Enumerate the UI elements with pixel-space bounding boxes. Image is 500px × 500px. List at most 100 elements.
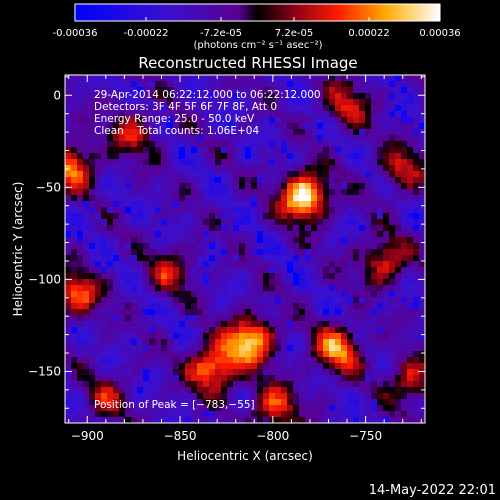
heatmap-cell [365, 159, 372, 166]
heatmap-cell [293, 255, 300, 262]
heatmap-cell [161, 255, 168, 262]
heatmap-cell [407, 285, 414, 292]
heatmap-cell [347, 261, 354, 268]
heatmap-cell [125, 303, 132, 310]
heatmap-cell [167, 315, 174, 322]
heatmap-cell [125, 153, 132, 160]
heatmap-cell [227, 183, 234, 190]
heatmap-cell [365, 285, 372, 292]
heatmap-cell [323, 369, 330, 376]
heatmap-cell [413, 255, 420, 262]
heatmap-cell [143, 201, 150, 208]
heatmap-cell [317, 315, 324, 322]
heatmap-cell [347, 309, 354, 316]
heatmap-cell [269, 237, 276, 244]
heatmap-cell [401, 81, 408, 88]
heatmap-cell [185, 399, 192, 406]
heatmap-cell [125, 105, 132, 112]
heatmap-cell [305, 351, 312, 358]
heatmap-cell [281, 141, 288, 148]
heatmap-cell [95, 129, 102, 136]
heatmap-cell [329, 189, 336, 196]
heatmap-cell [209, 273, 216, 280]
heatmap-cell [65, 183, 72, 190]
heatmap-cell [209, 231, 216, 238]
heatmap-cell [275, 183, 282, 190]
heatmap-cell [269, 243, 276, 250]
heatmap-cell [377, 261, 384, 268]
heatmap-cell [269, 213, 276, 220]
heatmap-cell [209, 171, 216, 178]
heatmap-cell [257, 159, 264, 166]
heatmap-cell [227, 411, 234, 418]
heatmap-cell [131, 279, 138, 286]
heatmap-cell [311, 261, 318, 268]
heatmap-cell [275, 243, 282, 250]
heatmap-cell [161, 315, 168, 322]
heatmap-cell [245, 267, 252, 274]
heatmap-cell [197, 315, 204, 322]
heatmap-cell [413, 309, 420, 316]
heatmap-cell [269, 99, 276, 106]
heatmap-cell [377, 321, 384, 328]
heatmap-cell [419, 321, 425, 328]
heatmap-cell [197, 249, 204, 256]
heatmap-cell [287, 225, 294, 232]
heatmap-cell [383, 321, 390, 328]
heatmap-cell [203, 417, 210, 423]
heatmap-cell [107, 345, 114, 352]
heatmap-cell [179, 189, 186, 196]
heatmap-cell [215, 291, 222, 298]
heatmap-cell [167, 87, 174, 94]
heatmap-cell [317, 177, 324, 184]
heatmap-cell [137, 255, 144, 262]
heatmap-cell [395, 411, 402, 418]
heatmap-cell [71, 213, 78, 220]
heatmap-cell [263, 387, 270, 394]
heatmap-cell [341, 207, 348, 214]
heatmap-cell [311, 195, 318, 202]
heatmap-cell [371, 231, 378, 238]
heatmap-cell [407, 123, 414, 130]
heatmap-cell [221, 153, 228, 160]
heatmap-cell [317, 279, 324, 286]
heatmap-cell [323, 255, 330, 262]
colorbar-tick-label: 7.2e-05 [275, 28, 313, 39]
heatmap-cell [95, 123, 102, 130]
heatmap-cell [161, 219, 168, 226]
heatmap-cell [203, 129, 210, 136]
heatmap-cell [185, 99, 192, 106]
heatmap-cell [257, 111, 264, 118]
heatmap-cell [89, 267, 96, 274]
heatmap-cell [293, 285, 300, 292]
heatmap-cell [215, 273, 222, 280]
heatmap-cell [203, 183, 210, 190]
heatmap-cell [131, 273, 138, 280]
heatmap-cell [395, 387, 402, 394]
heatmap-cell [383, 87, 390, 94]
heatmap-cell [65, 207, 72, 214]
heatmap-cell [305, 147, 312, 154]
heatmap-cell [101, 201, 108, 208]
heatmap-cell [275, 249, 282, 256]
heatmap-cell [131, 111, 138, 118]
heatmap-cell [149, 183, 156, 190]
heatmap-cell [77, 351, 84, 358]
heatmap-cell [167, 165, 174, 172]
heatmap-cell [107, 165, 114, 172]
heatmap-cell [257, 237, 264, 244]
heatmap-cell [137, 405, 144, 412]
heatmap-cell [161, 405, 168, 412]
heatmap-cell [341, 417, 348, 423]
heatmap-cell [155, 129, 162, 136]
heatmap-cell [119, 165, 126, 172]
heatmap-cell [401, 393, 408, 400]
heatmap-cell [101, 165, 108, 172]
heatmap-cell [77, 81, 84, 88]
heatmap-cell [389, 375, 396, 382]
heatmap-cell [353, 189, 360, 196]
heatmap-cell [389, 231, 396, 238]
heatmap-cell [65, 87, 72, 94]
heatmap-cell [287, 321, 294, 328]
heatmap-cell [281, 375, 288, 382]
